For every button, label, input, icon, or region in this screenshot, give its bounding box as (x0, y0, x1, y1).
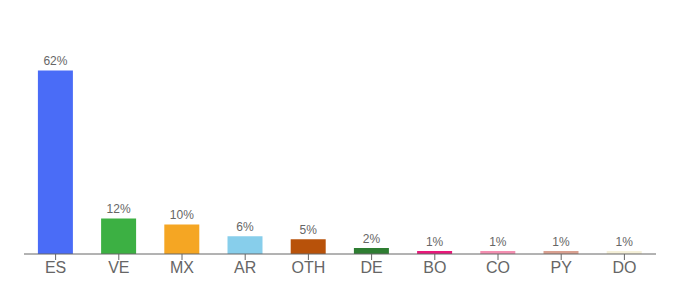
svg-text:CO: CO (486, 259, 510, 276)
svg-text:1%: 1% (616, 235, 634, 249)
svg-text:5%: 5% (300, 223, 318, 237)
svg-text:OTH: OTH (292, 259, 326, 276)
svg-text:2%: 2% (363, 232, 381, 246)
svg-text:1%: 1% (552, 235, 570, 249)
svg-text:VE: VE (108, 259, 129, 276)
svg-text:10%: 10% (170, 208, 194, 222)
svg-text:DE: DE (360, 259, 382, 276)
svg-text:12%: 12% (107, 202, 131, 216)
svg-text:62%: 62% (43, 54, 67, 68)
svg-text:MX: MX (170, 259, 194, 276)
svg-text:6%: 6% (236, 220, 254, 234)
svg-text:DO: DO (612, 259, 636, 276)
svg-text:BO: BO (423, 259, 446, 276)
svg-text:AR: AR (234, 259, 256, 276)
svg-text:PY: PY (551, 259, 573, 276)
svg-text:1%: 1% (489, 235, 507, 249)
svg-text:1%: 1% (426, 235, 444, 249)
svg-text:ES: ES (45, 259, 66, 276)
